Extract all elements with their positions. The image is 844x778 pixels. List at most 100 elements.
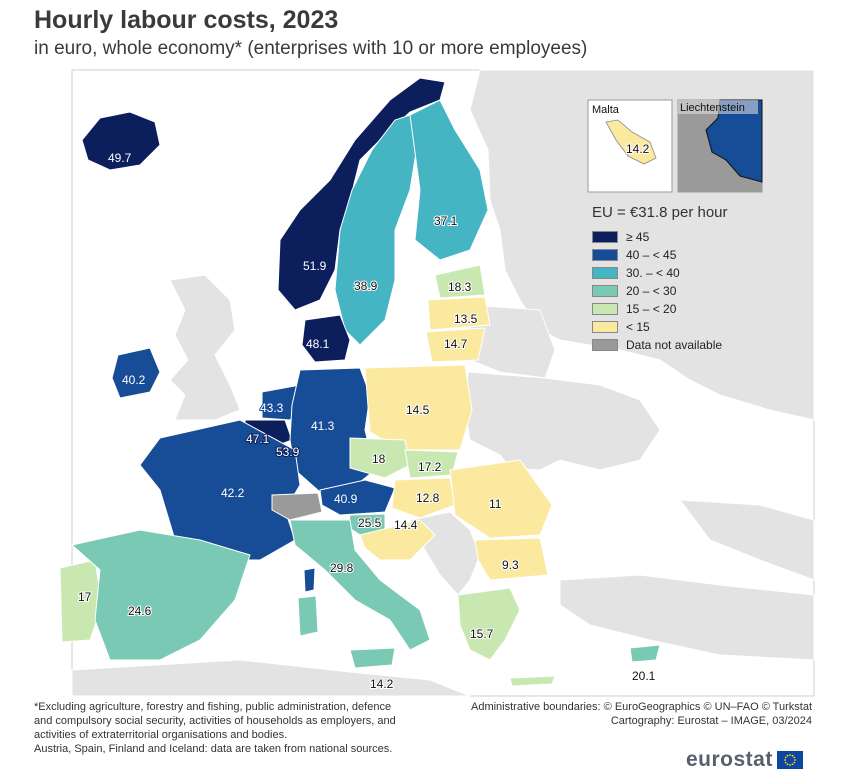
- footnote-right: Administrative boundaries: © EuroGeograp…: [432, 700, 812, 728]
- label-hungary: 12.8: [416, 491, 440, 505]
- label-germany: 41.3: [311, 419, 335, 433]
- legend-item-label: 30. – < 40: [626, 266, 680, 280]
- label-lithuania: 14.7: [444, 337, 468, 351]
- sardinia-shape: [297, 595, 319, 637]
- legend-item-label: 20 – < 30: [626, 284, 677, 298]
- legend-item-label: ≥ 45: [626, 230, 650, 244]
- uk-land: [169, 274, 241, 421]
- estonia-shape: [434, 264, 486, 299]
- label-bulgaria: 9.3: [502, 558, 519, 572]
- legend: ≥ 45 40 – < 45 30. – < 40 20 – < 30 15 –…: [592, 228, 722, 354]
- country-labels: 49.7 51.9 38.9 37.1 18.3 13.5 14.7 48.1 …: [77, 150, 657, 692]
- label-czechia: 18: [372, 452, 386, 466]
- czechia-shape: [349, 437, 411, 479]
- map-title: Hourly labour costs, 2023: [34, 6, 339, 34]
- latvia-shape: [427, 296, 491, 331]
- credits-line: Cartography: Eurostat – IMAGE, 03/2024: [610, 715, 812, 727]
- caucasus-land: [678, 499, 815, 581]
- label-sweden: 38.9: [354, 279, 378, 293]
- label-iceland: 49.7: [108, 151, 132, 165]
- label-spain: 24.6: [128, 604, 152, 618]
- legend-item: 30. – < 40: [592, 264, 722, 282]
- label-norway: 51.9: [303, 259, 327, 273]
- label-greece: 15.7: [470, 627, 494, 641]
- footnote-line: *Excluding agriculture, forestry and fis…: [34, 701, 392, 713]
- legend-swatch: [592, 267, 618, 279]
- lithuania-shape: [425, 327, 486, 363]
- credits-line: Administrative boundaries: © EuroGeograp…: [470, 701, 812, 713]
- bulgaria-shape: [474, 537, 549, 581]
- eu-flag-icon: [776, 751, 803, 769]
- footnote-line: and compulsory social security, activiti…: [34, 715, 396, 727]
- ireland-shape: [111, 347, 161, 399]
- legend-swatch: [592, 339, 618, 351]
- legend-item: 40 – < 45: [592, 246, 722, 264]
- spain-shape: [70, 529, 251, 661]
- italy-shape: [289, 519, 431, 651]
- legend-item: ≥ 45: [592, 228, 722, 246]
- label-cyprus: 20.1: [632, 669, 656, 683]
- label-romania: 11: [489, 497, 502, 511]
- romania-shape: [449, 459, 553, 539]
- legend-swatch: [592, 285, 618, 297]
- croatia-shape: [359, 519, 436, 561]
- hungary-shape: [391, 477, 456, 519]
- label-ireland: 40.2: [122, 373, 146, 387]
- label-finland: 37.1: [434, 214, 458, 228]
- label-slovenia: 25.5: [358, 516, 382, 530]
- finland-shape: [409, 99, 489, 261]
- label-latvia: 13.5: [454, 312, 478, 326]
- france-shape: [139, 419, 301, 561]
- map-subtitle: in euro, whole economy* (enterprises wit…: [34, 38, 588, 59]
- sicily-shape: [349, 647, 396, 669]
- corsica-shape: [303, 567, 316, 593]
- legend-swatch: [592, 249, 618, 261]
- malta-inset-value: 14.2: [626, 142, 650, 156]
- footnote-line: Austria, Spain, Finland and Iceland: dat…: [34, 743, 393, 755]
- label-croatia: 14.4: [394, 518, 418, 532]
- liechtenstein-inset-name: Liechtenstein: [680, 102, 745, 114]
- legend-swatch: [592, 303, 618, 315]
- legend-item-label: 15 – < 20: [626, 302, 677, 316]
- turkey-land: [559, 574, 815, 661]
- malta-inset-name: Malta: [592, 104, 620, 116]
- liechtenstein-inset: Liechtenstein: [677, 99, 763, 193]
- label-estonia: 18.3: [448, 280, 472, 294]
- footnote-line: activities of extraterritorial organisat…: [34, 729, 288, 741]
- crete-shape: [509, 675, 556, 687]
- footnote-left: *Excluding agriculture, forestry and fis…: [34, 700, 434, 756]
- legend-title: EU = €31.8 per hour: [592, 204, 728, 221]
- austria-shape: [319, 479, 396, 516]
- greece-shape: [457, 587, 521, 661]
- label-denmark: 48.1: [306, 337, 330, 351]
- label-poland: 14.5: [406, 403, 430, 417]
- legend-item-label: < 15: [626, 320, 650, 334]
- label-portugal: 17: [78, 590, 92, 604]
- label-malta-main: 14.2: [370, 677, 394, 691]
- label-italy: 29.8: [330, 561, 354, 575]
- north-africa-land: [71, 659, 471, 697]
- legend-item-label: 40 – < 45: [626, 248, 677, 262]
- switzerland-shape: [271, 492, 323, 521]
- legend-item: < 15: [592, 318, 722, 336]
- legend-swatch: [592, 231, 618, 243]
- label-slovakia: 17.2: [418, 460, 442, 474]
- eurostat-logo: eurostat: [686, 748, 803, 772]
- ukraine-land: [464, 371, 661, 471]
- label-luxembourg: 53.9: [276, 445, 300, 459]
- poland-shape: [364, 364, 473, 451]
- label-netherlands: 43.3: [260, 401, 284, 415]
- legend-swatch: [592, 321, 618, 333]
- denmark-shape: [301, 314, 351, 363]
- iceland-shape: [81, 111, 161, 171]
- legend-item-label: Data not available: [626, 338, 723, 352]
- legend-item: 15 – < 20: [592, 300, 722, 318]
- legend-item: Data not available: [592, 336, 722, 354]
- eurostat-wordmark: eurostat: [686, 748, 773, 771]
- cyprus-shape: [629, 644, 661, 663]
- label-belgium: 47.1: [246, 432, 270, 446]
- label-austria: 40.9: [334, 492, 358, 506]
- legend-item: 20 – < 30: [592, 282, 722, 300]
- label-france: 42.2: [221, 486, 245, 500]
